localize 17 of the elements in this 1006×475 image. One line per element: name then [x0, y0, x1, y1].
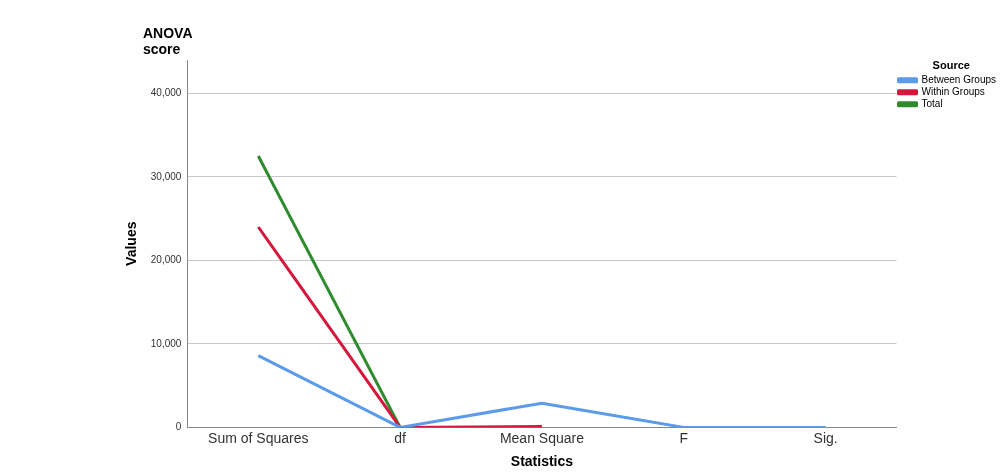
- x-tick-label: Sum of Squares: [208, 429, 309, 446]
- y-axis-title: Values: [123, 221, 140, 266]
- y-tick-label: 10,000: [150, 337, 182, 349]
- x-tick-label: df: [394, 429, 407, 446]
- x-axis-title: Statistics: [510, 453, 574, 470]
- y-tick-label: 0: [175, 421, 182, 433]
- y-tick-label: 40,000: [150, 87, 182, 99]
- x-tick-label: Mean Square: [499, 429, 585, 446]
- x-tick-label: Sig.: [813, 429, 838, 446]
- legend-label: Between Groups: [921, 73, 997, 85]
- x-tick-label: F: [679, 429, 689, 446]
- y-tick-label: 30,000: [150, 170, 182, 182]
- legend-title: Source: [932, 58, 970, 71]
- legend-label: Total: [921, 97, 943, 109]
- chart-title: ANOVA score: [143, 25, 193, 57]
- legend-label: Within Groups: [921, 85, 985, 97]
- y-tick-label: 20,000: [150, 254, 182, 266]
